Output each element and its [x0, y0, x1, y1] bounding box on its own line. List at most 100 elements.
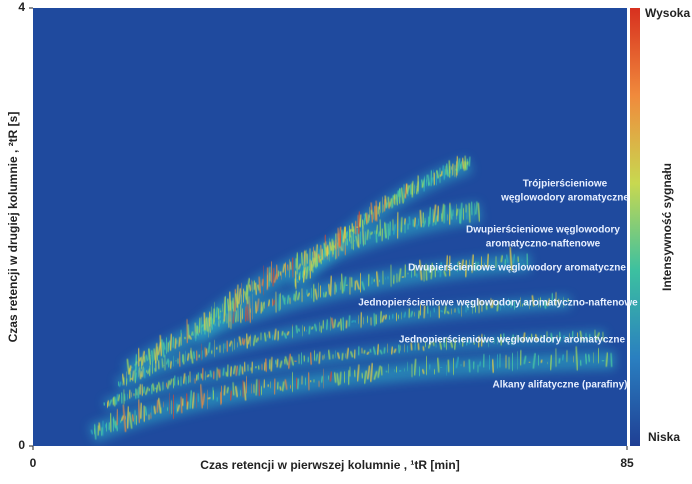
signal-streak [353, 226, 354, 233]
signal-streak [431, 170, 432, 186]
signal-streak [379, 280, 380, 282]
signal-streak [242, 366, 243, 374]
signal-streak [354, 370, 355, 377]
signal-streak [449, 166, 450, 178]
signal-streak [131, 367, 132, 368]
signal-streak [161, 408, 162, 414]
signal-streak [168, 360, 169, 367]
signal-streak [270, 359, 271, 369]
signal-streak [271, 261, 272, 282]
band-annotation: Trójpierścieniowe [523, 179, 608, 190]
signal-streak [362, 373, 363, 378]
signal-streak [602, 360, 604, 361]
signal-streak [196, 375, 197, 381]
signal-streak [235, 289, 236, 312]
signal-streak [376, 315, 377, 325]
signal-streak [264, 379, 265, 388]
signal-streak [157, 400, 158, 413]
signal-streak [98, 425, 99, 435]
signal-streak [379, 202, 380, 209]
signal-streak [242, 338, 243, 344]
colorbar [630, 8, 640, 446]
signal-streak [252, 362, 253, 373]
signal-streak [429, 364, 430, 369]
signal-streak [109, 422, 110, 430]
signal-streak [409, 216, 410, 225]
signal-streak [417, 274, 418, 278]
band-annotation: Dwupierścieniowe węglowodory [466, 225, 620, 236]
signal-streak [302, 376, 303, 385]
signal-streak [400, 188, 401, 197]
signal-streak [124, 394, 125, 401]
signal-streak [246, 376, 247, 393]
signal-streak [290, 262, 291, 270]
signal-streak [314, 284, 315, 302]
colorbar-low: Niska [648, 430, 680, 444]
signal-streak [309, 266, 310, 271]
signal-streak [418, 310, 419, 318]
signal-streak [381, 366, 382, 375]
signal-streak [423, 346, 424, 351]
signal-streak [266, 359, 267, 372]
x-axis-title: Czas retencji w pierwszej kolumnie , ¹tR… [200, 458, 459, 472]
signal-streak [434, 173, 435, 185]
signal-streak [399, 370, 401, 371]
signal-streak [143, 387, 144, 394]
band-annotation: Alkany alifatyczne (parafiny) [492, 380, 627, 391]
signal-streak [489, 355, 490, 370]
signal-streak [469, 359, 470, 372]
signal-streak [389, 315, 390, 319]
signal-streak [389, 222, 390, 236]
signal-streak [453, 358, 454, 375]
signal-streak [261, 302, 262, 314]
signal-streak [396, 313, 397, 321]
signal-streak [117, 409, 118, 425]
signal-streak [405, 264, 406, 277]
x-tick-label: 0 [30, 456, 37, 470]
signal-streak [355, 221, 356, 235]
signal-streak [386, 223, 387, 237]
signal-streak [362, 348, 363, 353]
signal-streak [272, 335, 273, 340]
signal-streak [261, 386, 262, 395]
signal-streak [213, 371, 214, 379]
signal-streak [267, 267, 268, 290]
signal-streak [392, 314, 393, 319]
signal-streak [198, 373, 199, 380]
signal-streak [110, 413, 111, 432]
signal-streak [368, 274, 369, 286]
y-tick-label: 0 [18, 438, 25, 452]
signal-streak [124, 377, 125, 382]
band-annotation: Jednopierścieniowe węglowodory aromatycz… [358, 298, 638, 309]
signal-streak [304, 270, 305, 275]
signal-streak [199, 318, 200, 333]
signal-streak [346, 320, 347, 328]
signal-streak [243, 289, 244, 303]
signal-streak [220, 311, 221, 312]
signal-streak [357, 227, 359, 228]
signal-streak [383, 271, 384, 285]
signal-streak [274, 379, 275, 395]
signal-streak [461, 364, 462, 366]
signal-streak [104, 402, 105, 405]
signal-streak [244, 362, 245, 372]
signal-streak [211, 350, 212, 354]
band-annotation: Dwupierścieniowe węglowodory aromatyczne [408, 263, 626, 274]
signal-streak [183, 354, 184, 364]
signal-streak [321, 326, 322, 333]
signal-streak [386, 371, 387, 372]
signal-streak [354, 350, 355, 359]
signal-streak [484, 354, 485, 367]
signal-streak [227, 341, 228, 352]
signal-streak [301, 353, 302, 365]
signal-streak [413, 219, 414, 226]
signal-streak [173, 337, 174, 348]
signal-streak [187, 401, 188, 409]
signal-streak [186, 376, 187, 384]
signal-streak [144, 356, 145, 362]
signal-streak [423, 212, 424, 223]
signal-streak [199, 355, 200, 358]
signal-streak [359, 346, 360, 355]
signal-streak [141, 403, 142, 419]
signal-streak [371, 210, 372, 215]
